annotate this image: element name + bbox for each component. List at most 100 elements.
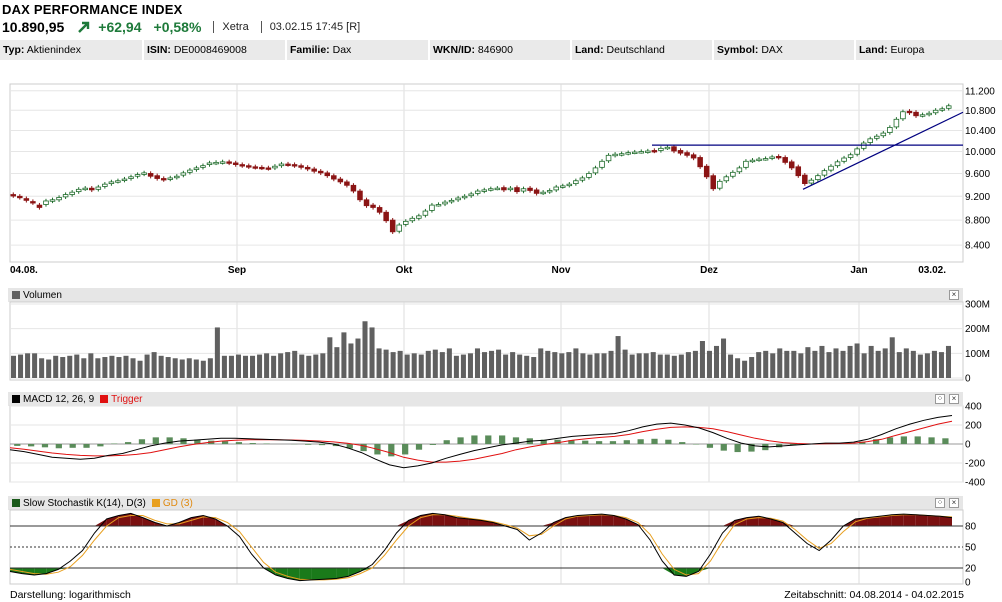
volume-bar [566,352,572,378]
candle [638,151,645,154]
candle [730,171,736,177]
info-type: Typ: Aktienindex [0,40,144,60]
gd-line [9,514,953,581]
volume-bar [699,341,705,378]
candle [416,215,422,219]
candle [252,166,259,169]
overbought-fill [867,516,880,526]
volume-bar [601,353,607,378]
volume-bar [418,354,424,378]
info-family: Familie: Dax [287,40,430,60]
candle [599,160,605,168]
volume-bar [798,353,804,378]
candle [193,167,200,170]
volume-bar [545,350,551,378]
volume-bar [749,357,755,378]
volume-bar [327,337,333,378]
gd-legend-swatch [151,499,160,507]
expand-macd-button[interactable]: ⁘ [935,394,945,404]
candle [690,154,697,159]
volume-bar [390,352,396,378]
macd-histogram-bar [886,437,894,444]
overbought-fill [915,514,928,526]
volume-bar [228,355,234,378]
candle [913,111,919,117]
candle [749,159,756,163]
candle [265,167,272,170]
candle [82,187,88,191]
macd-histogram-bar [221,441,229,444]
candle [540,191,546,195]
candle [10,194,17,197]
volume-bar [123,355,129,378]
volume-bar [573,348,579,378]
macd-histogram-bar [166,437,173,444]
date-tick-label: Okt [396,265,413,276]
expand-stoch-button[interactable]: ⁘ [935,498,945,508]
volume-bar [622,349,628,378]
candle [703,165,710,178]
gd-label: GD (3) [162,497,193,509]
macd-tick-label: 400 [965,402,982,413]
volume-bar [657,354,663,378]
volume-bar [362,321,368,378]
price-change: +62,94 [98,19,142,35]
candle [592,167,599,174]
candle [488,188,494,191]
macd-histogram-bar [235,442,243,444]
candle [651,150,658,153]
volume-bar [355,338,361,378]
overbought-fill [396,520,409,526]
volume-bar [250,355,256,378]
macd-histogram-bar [41,444,49,448]
volume-panel-label: Volumen [23,289,62,301]
close-stoch-button[interactable]: × [949,498,959,508]
candle [187,169,193,173]
candle [370,204,376,208]
info-wkn: WKN/ID: 846900 [430,40,572,60]
candle [468,193,474,197]
candle [226,161,232,164]
volume-bar [95,358,101,378]
volume-bar [186,358,192,378]
volume-bar [411,353,417,378]
candle [324,172,331,177]
candle [95,186,102,190]
candle [331,175,337,180]
candle [219,161,226,164]
volume-bar [728,354,734,378]
volume-bar [854,343,860,378]
volume-bar [425,350,431,378]
candle [461,195,468,199]
volume-bar [524,355,530,378]
macd-histogram-bar [582,440,589,444]
volume-bar [615,336,621,378]
candle [586,173,592,178]
candle [926,112,932,116]
volume-bar [510,352,516,378]
volume-bar [74,354,80,378]
volume-bar [777,348,783,378]
volume-bar [805,347,811,378]
overbought-fill [481,520,494,526]
macd-histogram-bar [55,444,62,449]
volume-bar [172,358,178,378]
close-volume-button[interactable]: × [949,290,959,300]
candle [272,165,278,169]
candle [527,187,533,191]
close-macd-button[interactable]: × [949,394,959,404]
volume-bar [678,354,684,378]
candle [501,187,507,191]
macd-histogram-bar [595,441,603,444]
macd-histogram-bar [152,437,159,444]
macd-tick-label: 200 [965,421,982,432]
candle [474,190,481,194]
candle [363,199,370,207]
volume-panel-bar: Volumen × [8,288,963,302]
macd-histogram-bar [665,439,672,444]
candle [932,109,939,114]
volume-bar [144,354,150,378]
macd-histogram-bar [402,444,409,455]
volume-bar [271,355,277,378]
date-tick-label: 04.08. [10,265,38,276]
